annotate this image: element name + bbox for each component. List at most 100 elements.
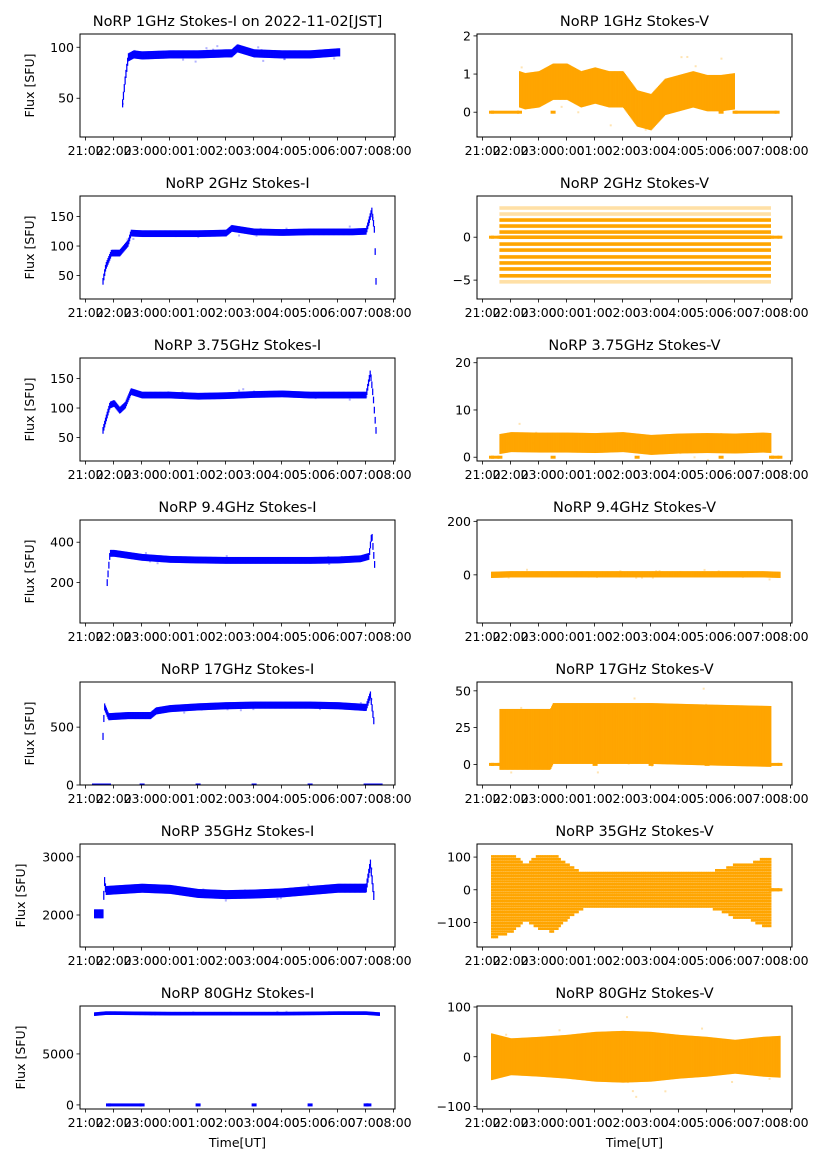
data-point <box>189 50 191 59</box>
data-point <box>122 884 124 894</box>
data-point <box>669 571 671 578</box>
data-point <box>745 571 747 578</box>
data-point <box>674 905 678 908</box>
data-point <box>524 899 528 903</box>
x-tick-label: 00:00 <box>152 629 188 644</box>
data-point <box>207 230 209 237</box>
data-point <box>307 391 310 399</box>
data-point <box>581 571 584 578</box>
data-point <box>288 701 290 709</box>
data-point <box>511 921 514 925</box>
data-point <box>693 456 696 459</box>
data-point <box>618 891 622 894</box>
x-tick-label: 03:00 <box>633 143 669 158</box>
data-point <box>349 883 351 893</box>
data-point <box>739 902 743 905</box>
data-point <box>269 390 271 398</box>
data-point <box>138 712 140 720</box>
data-point <box>236 701 238 710</box>
data-point <box>234 556 237 564</box>
data-point <box>294 556 297 564</box>
data-point <box>604 432 606 453</box>
data-point <box>729 433 731 454</box>
data-point <box>669 77 671 114</box>
data-point <box>159 884 161 894</box>
data-point <box>549 905 552 908</box>
data-point <box>193 230 196 238</box>
data-point <box>766 432 768 453</box>
data-point <box>721 74 723 112</box>
x-tick-label: 06:00 <box>717 791 753 806</box>
data-point <box>768 921 772 925</box>
data-point <box>758 432 760 453</box>
data-point <box>534 708 536 770</box>
x-tick-label: 02:00 <box>605 467 641 482</box>
data-point <box>359 702 362 705</box>
data-point <box>159 884 162 894</box>
data-point <box>609 432 611 453</box>
data-point <box>686 571 688 578</box>
data-point <box>712 433 714 454</box>
data-point <box>679 433 681 454</box>
data-point <box>735 902 738 905</box>
data-point <box>308 50 310 59</box>
data-point <box>551 930 555 933</box>
data-point <box>215 49 217 58</box>
data-point <box>271 390 273 398</box>
subplot-title: NoRP 9.4GHz Stokes-I <box>158 500 316 516</box>
data-point <box>677 433 679 454</box>
data-point <box>322 391 325 399</box>
data-point <box>169 705 171 713</box>
data-point <box>516 571 518 578</box>
data-point <box>675 703 677 765</box>
data-point <box>274 556 277 564</box>
data-point <box>135 50 137 59</box>
data-point <box>249 556 251 564</box>
data-point <box>289 701 292 709</box>
data-point <box>501 433 503 454</box>
data-point <box>748 910 752 914</box>
data-point <box>655 703 657 765</box>
data-point <box>285 390 287 398</box>
x-tick-label: 05:00 <box>689 791 725 806</box>
data-point <box>342 228 345 236</box>
data-point <box>544 913 548 917</box>
data-point <box>226 49 228 58</box>
x-tick-label: 01:00 <box>180 467 216 482</box>
data-point <box>224 890 227 900</box>
data-point <box>159 555 161 563</box>
data-point <box>216 45 219 48</box>
data-point <box>766 910 770 914</box>
data-point <box>278 556 280 564</box>
data-point <box>356 391 358 399</box>
data-point <box>728 907 732 911</box>
data-point <box>169 50 171 59</box>
data-point <box>538 916 541 919</box>
data-point <box>117 712 119 720</box>
data-point <box>497 919 501 922</box>
data-point <box>130 388 132 395</box>
data-point <box>293 556 295 564</box>
data-point <box>104 703 106 711</box>
x-tick-label: 07:00 <box>348 791 384 806</box>
data-point <box>271 556 273 564</box>
x-tick-label: 01:00 <box>180 791 216 806</box>
data-point <box>515 916 519 919</box>
data-point <box>513 894 517 897</box>
data-point <box>206 889 208 899</box>
data-point <box>562 916 566 919</box>
data-point <box>670 894 673 897</box>
data-point <box>650 894 653 897</box>
data-point <box>651 571 654 578</box>
data-point <box>94 909 96 919</box>
x-tick-label: 08:00 <box>773 305 809 320</box>
data-point <box>522 891 526 894</box>
data-point <box>276 390 278 398</box>
data-point <box>531 913 535 917</box>
data-point <box>246 391 248 399</box>
data-segment <box>491 110 519 114</box>
data-point <box>287 229 289 236</box>
data-point <box>636 891 640 894</box>
data-point <box>677 75 680 112</box>
data-point <box>521 571 523 578</box>
